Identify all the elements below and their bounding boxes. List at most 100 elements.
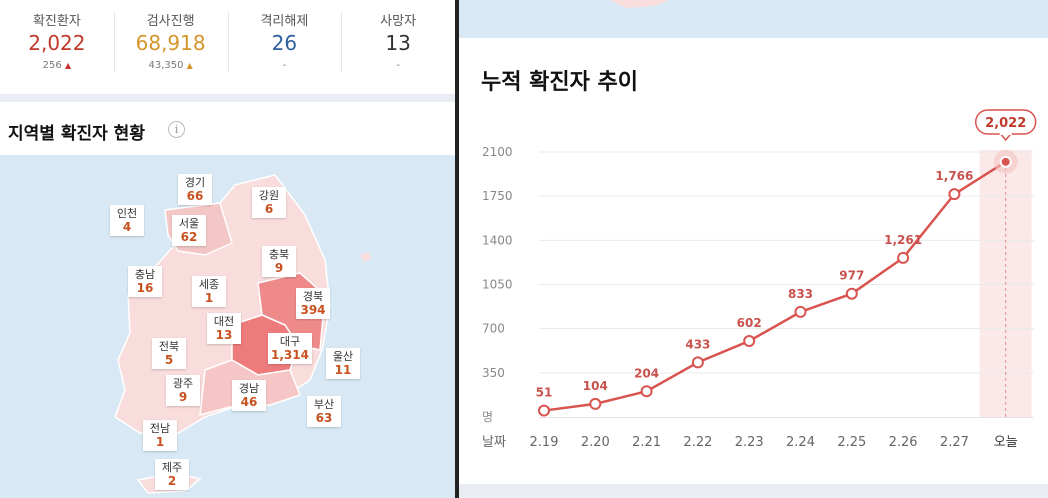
region-label-sejong[interactable]: 세종 1 — [192, 276, 226, 307]
stat-released: 격리해제 26 - — [227, 0, 342, 94]
up-arrow-icon: ▲ — [186, 61, 193, 70]
y-tick-label: 2100 — [482, 145, 513, 159]
stat-testing: 검사진행 68,918 43,350 ▲ — [113, 0, 228, 94]
region-count: 1 — [204, 291, 214, 305]
region-label-gwangju[interactable]: 광주 9 — [166, 375, 200, 406]
region-count: 13 — [215, 328, 233, 342]
ulleung-shape — [360, 252, 372, 262]
region-count: 66 — [186, 189, 204, 203]
region-name: 제주 — [161, 461, 183, 474]
x-tick-label: 2.20 — [581, 435, 610, 450]
region-name: 대구 — [279, 335, 301, 348]
region-label-gyeonggi[interactable]: 경기 66 — [178, 174, 212, 205]
stat-label: 확진환자 — [32, 14, 81, 29]
region-label-incheon[interactable]: 인천 4 — [110, 205, 144, 236]
region-count: 9 — [274, 261, 284, 275]
x-tick-label: 2.19 — [530, 435, 559, 450]
region-label-chungnam[interactable]: 충남 16 — [128, 266, 162, 297]
map-title: 지역별 확진자 현황 — [8, 124, 145, 144]
region-label-seoul[interactable]: 서울 62 — [172, 215, 206, 246]
data-label: 833 — [788, 287, 813, 301]
data-point — [845, 287, 858, 300]
data-label: 51 — [536, 386, 553, 400]
stat-label: 검사진행 — [146, 14, 195, 29]
region-label-daegu[interactable]: 대구 1,314 — [268, 333, 312, 364]
region-count: 9 — [178, 390, 188, 404]
data-point — [640, 385, 653, 398]
stat-delta-value: 43,350 — [148, 60, 184, 71]
region-count: 1,314 — [271, 348, 309, 362]
y-tick-label: 700 — [482, 322, 505, 336]
x-tick-label: 2.25 — [837, 435, 866, 450]
x-tick-label: 2.21 — [632, 435, 661, 450]
stat-value: 2,022 — [28, 31, 86, 55]
stat-label: 격리해제 — [260, 14, 309, 29]
region-name: 경남 — [238, 382, 260, 395]
region-label-gangwon[interactable]: 강원 6 — [252, 187, 286, 218]
region-label-busan[interactable]: 부산 63 — [307, 396, 341, 427]
stat-delta-value: 256 — [42, 60, 62, 71]
series-line — [543, 160, 1007, 412]
x-axis-label: 날짜 — [482, 435, 506, 450]
stat-delta: - — [396, 60, 400, 71]
data-label: 104 — [583, 379, 608, 393]
region-name: 충북 — [268, 248, 290, 261]
x-tick-label: 2.26 — [889, 435, 918, 450]
region-count: 394 — [300, 303, 326, 317]
region-name: 세종 — [198, 278, 220, 291]
region-label-jeju[interactable]: 제주 2 — [155, 459, 189, 490]
up-arrow-icon: ▲ — [64, 61, 72, 70]
data-label: 977 — [839, 269, 864, 283]
info-icon[interactable]: i — [168, 121, 185, 138]
y-tick-label: 1750 — [482, 189, 513, 203]
stat-delta: 256 ▲ — [0, 60, 114, 71]
stat-value: 13 — [385, 31, 411, 55]
region-count: 4 — [122, 220, 132, 234]
region-label-gyeongbuk[interactable]: 경북 394 — [296, 288, 330, 319]
data-label: 2,022 — [985, 116, 1026, 131]
region-label-chungbuk[interactable]: 충북 9 — [262, 246, 296, 277]
region-label-jeonnam[interactable]: 전남 1 — [143, 420, 177, 451]
region-name: 대전 — [213, 315, 235, 328]
region-name: 부산 — [313, 398, 335, 411]
data-label: 1,766 — [935, 169, 973, 183]
stat-value: 68,918 — [135, 31, 206, 55]
region-count: 46 — [240, 395, 258, 409]
bottom-band — [459, 484, 1048, 498]
region-name: 서울 — [178, 217, 200, 230]
region-name: 경기 — [184, 176, 206, 189]
region-name: 경북 — [302, 290, 324, 303]
data-point — [538, 404, 550, 417]
stat-confirmed: 확진환자 2,022 256 ▲ — [0, 0, 114, 94]
x-tick-label: 2.27 — [940, 435, 969, 450]
summary-stats: 확진환자 2,022 256 ▲ 검사진행 68,918 43,350 ▲ 격리… — [0, 0, 455, 94]
data-label: 602 — [737, 316, 762, 330]
top-map-strip — [459, 0, 1048, 38]
region-name: 전남 — [149, 422, 171, 435]
top-gap — [459, 38, 1048, 46]
x-tick-label: 2.24 — [786, 435, 815, 450]
data-point — [999, 155, 1012, 168]
left-panel: 확진환자 2,022 256 ▲ 검사진행 68,918 43,350 ▲ 격리… — [0, 0, 455, 498]
region-label-gyeongnam[interactable]: 경남 46 — [232, 380, 266, 411]
region-label-daejeon[interactable]: 대전 13 — [207, 313, 241, 344]
stat-delta: 43,350 ▲ — [114, 60, 228, 71]
chart-title: 누적 확진자 추이 — [481, 70, 638, 95]
region-count: 16 — [136, 281, 154, 295]
region-label-ulsan[interactable]: 울산 11 — [326, 348, 360, 379]
right-panel: 누적 확진자 추이 350 700 1050 1400 1750 2100 명 날짜 2.19 2… — [459, 0, 1048, 498]
x-tick-label: 오늘 — [994, 435, 1018, 450]
y-tick-label: 350 — [482, 366, 505, 380]
stat-delta: - — [282, 60, 287, 71]
callout-pointer-mask — [999, 131, 1012, 135]
data-point — [948, 188, 961, 201]
region-count: 1 — [155, 435, 165, 449]
region-count: 6 — [264, 202, 274, 216]
panel-divider — [455, 0, 459, 498]
region-count: 2 — [167, 474, 177, 488]
region-label-jeonbuk[interactable]: 전북 5 — [152, 338, 186, 369]
y-tick-label: 1400 — [482, 233, 513, 247]
region-count: 62 — [180, 230, 198, 244]
region-name: 광주 — [172, 377, 194, 390]
region-count: 5 — [164, 353, 174, 367]
